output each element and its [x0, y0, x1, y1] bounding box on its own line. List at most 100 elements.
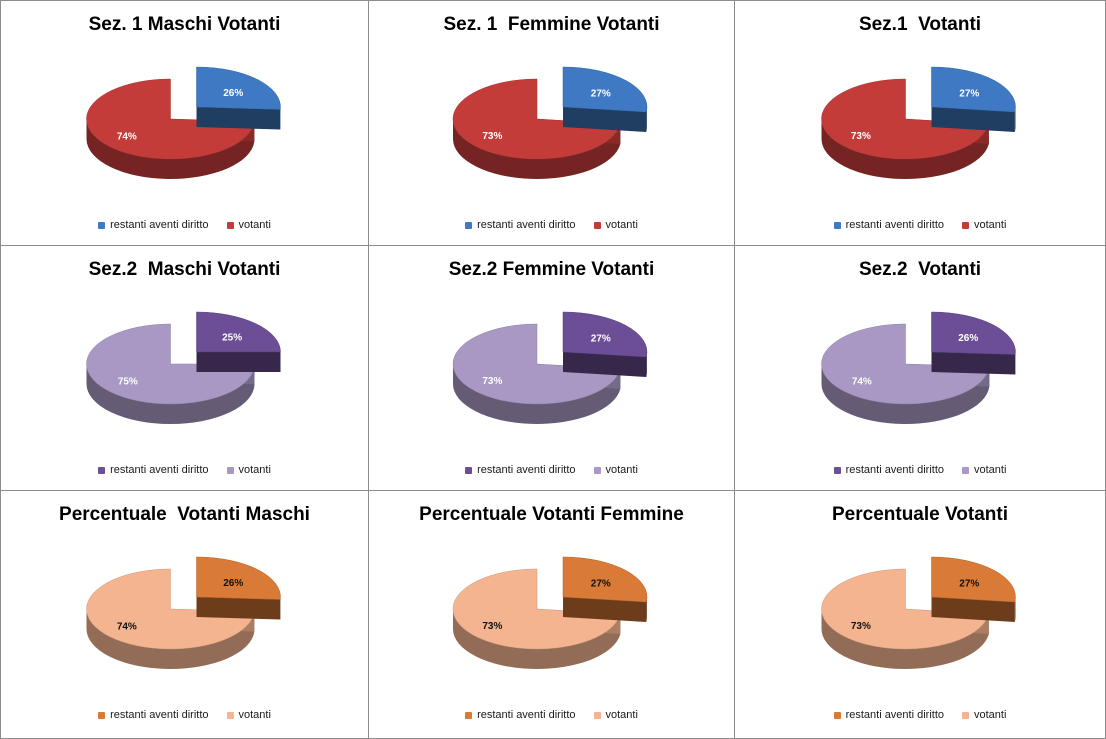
chart-title: Percentuale Votanti [832, 504, 1008, 525]
pie-slice [931, 66, 1016, 133]
legend-swatch [98, 221, 106, 229]
legend-label: restanti aventi diritto [845, 219, 944, 231]
legend-label: votanti [238, 709, 271, 721]
legend-label: restanti aventi diritto [845, 464, 944, 476]
legend-item: votanti [962, 219, 1006, 231]
pie-chart: 26% 74% [86, 556, 281, 669]
data-label: 27% [591, 88, 611, 99]
legend-item: restanti aventi diritto [98, 219, 209, 231]
chart-legend: restanti aventi diritto votanti [735, 219, 1105, 231]
legend-item: restanti aventi diritto [465, 219, 576, 231]
legend-item: restanti aventi diritto [833, 709, 944, 721]
pie-slice [196, 556, 281, 620]
pie-slice [86, 568, 255, 669]
legend-label: restanti aventi diritto [110, 219, 209, 231]
pie-slice-edge [196, 107, 281, 130]
legend-label: votanti [238, 219, 271, 231]
pie-slice [452, 568, 621, 670]
legend-item: votanti [226, 219, 271, 231]
legend-label: restanti aventi diritto [110, 709, 209, 721]
legend-swatch [465, 711, 473, 719]
pie-chart-panel: Sez.1 Votanti 27% 73% restanti aventi dirit… [735, 0, 1106, 246]
pie-chart-panel: Percentuale Votanti Maschi 26% 74% restanti… [0, 491, 369, 739]
data-label: 73% [482, 621, 502, 632]
pie-slice-edge [196, 597, 281, 620]
chart-title: Sez. 1 Maschi Votanti [88, 14, 281, 35]
pie-slice-edge [931, 107, 1015, 133]
pie-slice-side [453, 609, 621, 670]
pie-slice-edge [563, 597, 647, 623]
legend-item: restanti aventi diritto [465, 709, 576, 721]
pie-chart-panel: Sez.2 Votanti 26% 74% restanti aventi dirit… [735, 246, 1106, 491]
pie-chart: 27% 73% [452, 66, 648, 180]
pie-slice-top [196, 66, 281, 110]
chart-title: Sez.2 Maschi Votanti [88, 259, 281, 280]
pie-slice-edge [563, 352, 647, 378]
chart-legend: restanti aventi diritto votanti [1, 464, 368, 476]
pie-slice [821, 568, 990, 669]
chart-legend: restanti aventi diritto votanti [1, 709, 368, 721]
data-label: 26% [223, 578, 243, 589]
pie-slice-side [86, 119, 255, 179]
pie-chart: 26% 74% [821, 311, 1016, 424]
legend-label: restanti aventi diritto [477, 219, 576, 231]
legend-item: votanti [962, 709, 1006, 721]
chart-legend: restanti aventi diritto votanti [369, 219, 734, 231]
pie-slice-top [452, 78, 621, 160]
pie-slice-top [452, 323, 621, 405]
pie-slice [562, 556, 648, 623]
data-label: 25% [222, 332, 242, 343]
pie-slice-top [821, 78, 990, 160]
legend-swatch [593, 711, 601, 719]
legend-label: votanti [238, 464, 271, 476]
data-label: 73% [851, 621, 871, 632]
data-label: 73% [482, 376, 502, 387]
legend-item: votanti [226, 464, 271, 476]
chart-title: Percentuale Votanti Maschi [59, 504, 310, 525]
data-label: 73% [851, 131, 871, 142]
pie-slice-top [196, 556, 281, 600]
data-label: 27% [591, 578, 611, 589]
legend-label: restanti aventi diritto [477, 709, 576, 721]
pie-slice-top [86, 568, 255, 650]
legend-label: votanti [974, 709, 1007, 721]
legend-item: votanti [593, 464, 638, 476]
pie-slice-edge [931, 352, 1016, 375]
pie-slice-edge [196, 352, 281, 372]
pie-slice-top [931, 311, 1016, 355]
pie-slice-top [86, 78, 255, 160]
pie-slice-top [931, 556, 1016, 603]
pie-chart: 27% 73% [821, 556, 1016, 669]
pie-slice-top [452, 568, 621, 650]
legend-swatch [833, 711, 841, 719]
pie-chart: 27% 73% [821, 66, 1016, 180]
legend-item: restanti aventi diritto [833, 219, 944, 231]
data-label: 27% [959, 578, 979, 589]
legend-swatch [962, 221, 969, 229]
legend-label: restanti aventi diritto [845, 709, 944, 721]
legend-item: votanti [593, 219, 638, 231]
chart-title: Sez.1 Votanti [858, 14, 982, 35]
pie-slice [196, 66, 281, 130]
legend-item: restanti aventi diritto [98, 709, 209, 721]
pie-slice-top [562, 311, 648, 358]
legend-item: votanti [962, 464, 1006, 476]
legend-swatch [226, 711, 234, 719]
pie-slice-top [821, 568, 990, 650]
data-label: 73% [482, 131, 502, 142]
pie-slice-top [196, 311, 281, 353]
pie-slice-top [562, 66, 648, 113]
pie-chart-panel: Sez.2 Maschi Votanti 25% 75% restanti avent… [0, 246, 369, 491]
data-label: 27% [959, 88, 979, 99]
data-label: 75% [118, 377, 138, 388]
data-label: 26% [223, 88, 243, 99]
pie-slice-top [86, 323, 255, 405]
pie-slice-side [453, 119, 621, 180]
legend-swatch [465, 221, 473, 229]
legend-item: restanti aventi diritto [465, 464, 576, 476]
chart-title: Sez. 1 Femmine Votanti [443, 14, 660, 35]
legend-swatch [593, 221, 601, 229]
pie-slice-side [646, 107, 647, 133]
pie-slice-side [821, 609, 989, 669]
legend-item: restanti aventi diritto [98, 464, 209, 476]
